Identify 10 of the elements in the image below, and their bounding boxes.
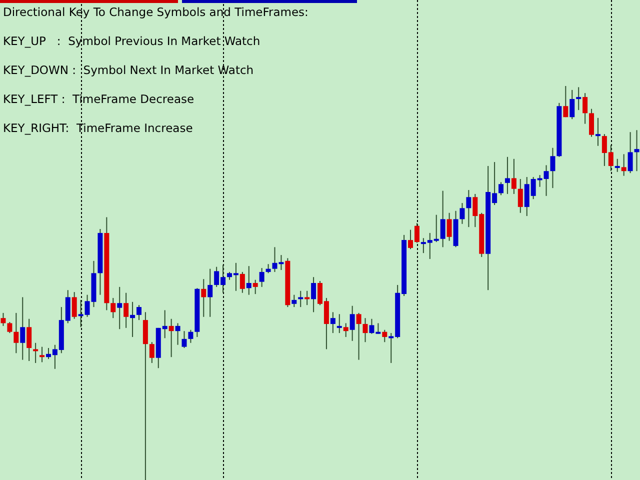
- text: KEY_UP : Symbol Previous In Market Watch: [3, 33, 262, 50]
- annotation: KEY_LEFT : TimeFrame Decrease: [3, 91, 196, 108]
- candlestick: [130, 302, 136, 337]
- text: Directional Key To Change Symbols and TimeFrames:: [3, 4, 308, 21]
- candlestick: [33, 342, 38, 363]
- annotation: KEY_RIGHT: TimeFrame Increase: [3, 120, 194, 137]
- candlestick: [634, 130, 640, 172]
- candlestick: [595, 118, 600, 146]
- text: KEY_DOWN : Symbol Next In Market Watch: [3, 62, 255, 79]
- candlestick: [576, 87, 582, 110]
